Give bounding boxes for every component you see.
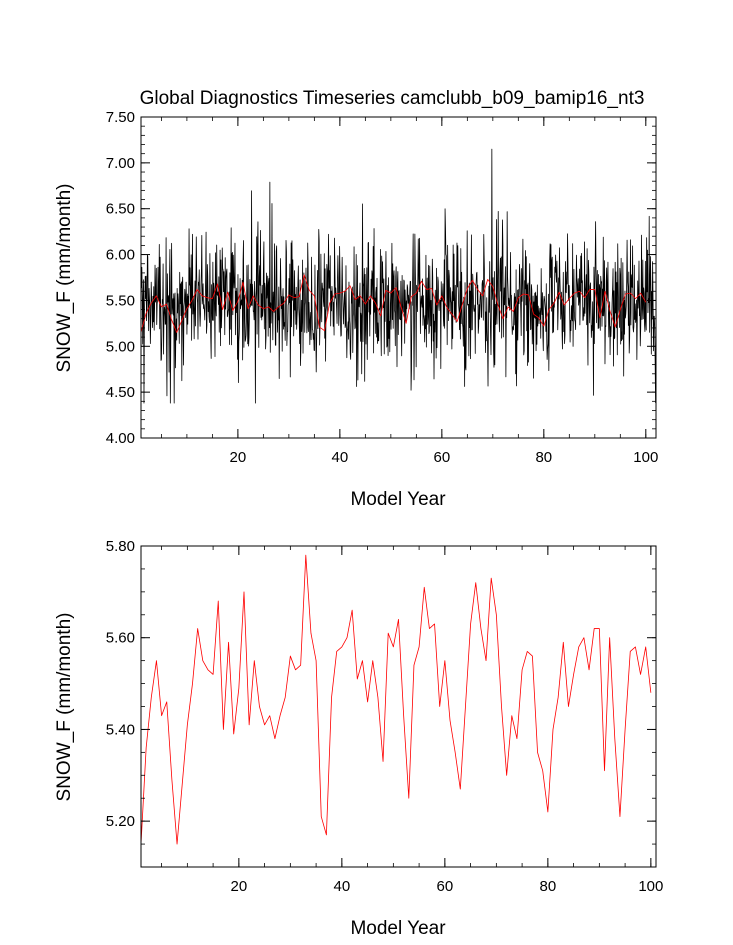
y-tick-label: 5.50 — [106, 292, 135, 309]
panel-monthly-timeseries: Global Diagnostics Timeseries camclubb_b… — [54, 88, 658, 510]
x-tick-label: 60 — [433, 449, 450, 466]
series-layer — [140, 148, 657, 404]
y-tick-label: 7.50 — [106, 109, 135, 126]
x-tick-label: 60 — [437, 878, 454, 895]
x-axis-label: Model Year — [350, 918, 446, 939]
x-tick-label: 100 — [633, 449, 658, 466]
axis-ticks: 4.00 4.50 5.00 5.50 6.00 6.50 7.00 7.50 20 40 60 80… — [106, 109, 659, 466]
y-tick-label: 5.00 — [106, 338, 135, 355]
y-tick-label: 6.50 — [106, 201, 135, 218]
x-tick-label: 80 — [535, 449, 552, 466]
panel-annual-mean: 5.20 5.40 5.60 5.80 20 40 60 80 100 Model Year S… — [54, 538, 663, 939]
y-axis-label: SNOW_F (mm/month) — [54, 613, 75, 802]
x-tick-label: 80 — [540, 878, 557, 895]
y-tick-label: 5.20 — [106, 813, 135, 830]
y-tick-label: 5.40 — [106, 721, 135, 738]
chart-title: Global Diagnostics Timeseries camclubb_b… — [140, 88, 645, 109]
x-tick-label: 100 — [638, 878, 663, 895]
y-axis-label: SNOW_F (mm/month) — [54, 184, 75, 373]
x-tick-label: 20 — [231, 878, 248, 895]
series-line-annual-mean — [140, 274, 647, 333]
y-tick-label: 5.80 — [106, 538, 135, 555]
x-tick-label: 20 — [230, 449, 247, 466]
y-tick-label: 7.00 — [106, 155, 135, 172]
x-axis-label: Model Year — [350, 489, 446, 510]
series-line-monthly — [140, 148, 657, 404]
series-line-annual-mean — [140, 554, 652, 845]
y-tick-label: 4.00 — [106, 430, 135, 447]
plot-frame — [140, 545, 657, 868]
y-tick-label: 6.00 — [106, 247, 135, 264]
axis-ticks: 5.20 5.40 5.60 5.80 20 40 60 80 100 — [106, 538, 664, 895]
series-layer — [140, 554, 652, 845]
y-tick-label: 4.50 — [106, 384, 135, 401]
x-tick-label: 40 — [334, 878, 351, 895]
y-tick-label: 5.60 — [106, 630, 135, 647]
plot-frame — [140, 116, 657, 439]
x-tick-label: 40 — [332, 449, 349, 466]
